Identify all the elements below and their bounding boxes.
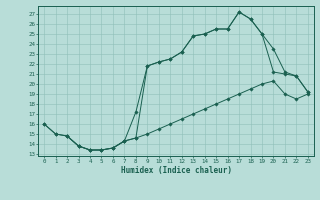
X-axis label: Humidex (Indice chaleur): Humidex (Indice chaleur) [121,166,231,175]
